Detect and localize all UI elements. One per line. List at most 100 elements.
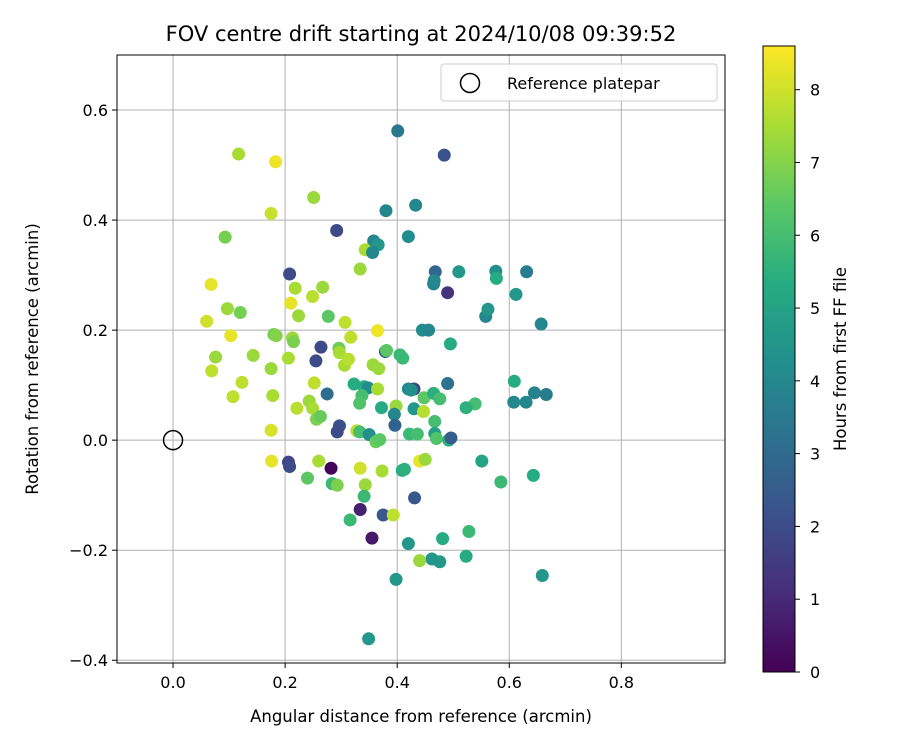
x-axis-ticks: 0.0 0.2 0.4 0.6 0.8 [160,663,634,692]
scatter-point [338,315,352,329]
scatter-point [509,287,523,301]
scatter-point [489,271,503,285]
scatter-point [391,124,405,138]
scatter-point [362,632,376,646]
scatter-point [347,377,361,391]
colorbar-tick-label: 1 [810,590,820,609]
scatter-point [380,343,394,357]
scatter-point [283,460,297,474]
scatter-point [418,452,432,466]
scatter-point [307,376,321,390]
scatter-point [357,489,371,503]
scatter-point [220,302,234,316]
y-tick-label: 0.0 [83,431,108,450]
scatter-point [422,323,436,337]
scatter-point [436,532,450,546]
scatter-point [386,508,400,522]
legend-marker [459,72,481,94]
scatter-point [397,462,411,476]
scatter-point [441,286,455,300]
colorbar-tick-label: 5 [810,299,820,318]
scatter-point [265,454,279,468]
scatter-point [433,555,447,569]
scatter-point [481,302,495,316]
scatter-point [441,376,455,390]
colorbar-tick-label: 4 [810,372,820,391]
scatter-point [409,198,423,212]
colorbar-tick-label: 0 [810,663,820,682]
scatter-point [330,478,344,492]
scatter-point [366,246,380,260]
x-tick-label: 0.8 [609,673,634,692]
scatter-point [417,405,431,419]
scatter-point [341,352,355,366]
scatter-point [443,337,457,351]
colorbar-tick-label: 8 [810,81,820,100]
y-axis-ticks: −0.4 −0.2 0.0 0.2 0.4 0.6 [69,101,117,670]
scatter-point [309,354,323,368]
y-tick-label: 0.2 [83,321,108,340]
scatter-point [410,427,424,441]
scatter-point [269,329,283,343]
scatter-point [232,147,246,161]
scatter-point [413,554,427,568]
legend-label: Reference platepar [507,74,660,93]
scatter-point [306,401,320,415]
scatter-point [437,148,451,162]
y-tick-label: −0.4 [69,651,108,670]
legend-box [440,63,718,102]
scatter-point [353,461,367,475]
y-tick-label: −0.2 [69,541,108,560]
scatter-point [535,569,549,583]
grid [117,55,725,663]
x-tick-label: 0.4 [384,673,409,692]
scatter-point [320,387,334,401]
scatter-point [235,375,249,389]
scatter-point [387,407,401,421]
scatter-point [389,572,403,586]
scatter-point [224,329,238,343]
scatter-point [371,324,385,338]
legend: Reference platepar [440,63,718,102]
scatter-point [396,351,410,365]
scatter-point [226,390,240,404]
scatter-point [343,513,357,527]
scatter-point [332,346,346,360]
scatter-point [284,296,298,310]
plot-frame [116,54,726,664]
scatter-point [200,314,214,328]
scatter-point [527,386,541,400]
scatter-point [301,471,315,485]
x-axis-label: Angular distance from reference (arcmin) [250,707,592,726]
scatter-point [292,309,306,323]
scatter-point [428,414,442,428]
x-tick-label: 0.6 [497,673,522,692]
scatter-point [218,230,232,244]
colorbar-label: Hours from first FF file [831,267,850,451]
scatter-point [539,387,553,401]
scatter-point [264,362,278,376]
scatter-point [269,155,283,169]
scatter-point [306,290,320,304]
scatter-point [444,431,458,445]
scatter-point [401,537,415,551]
scatter-point [313,409,327,423]
scatter-point [246,348,260,362]
scatter-point [452,265,466,279]
scatter-point [205,364,219,378]
scatter-point [404,383,418,397]
scatter-point [507,374,521,388]
scatter-point [526,468,540,482]
y-axis-label: Rotation from reference (arcmin) [23,223,42,495]
data-points [200,124,553,646]
colorbar [762,45,796,673]
colorbar-tick-label: 3 [810,445,820,464]
scatter-point [379,204,393,218]
scatter-point [494,475,508,489]
scatter-point [264,206,278,220]
scatter-point [507,395,521,409]
scatter-point [314,340,328,354]
colorbar-ticks: 0 1 2 3 4 5 6 7 8 [795,81,820,682]
scatter-point [307,191,321,205]
